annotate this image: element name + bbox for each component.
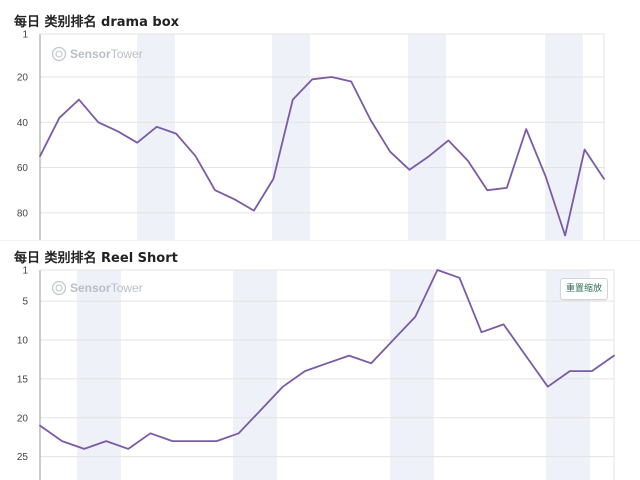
watermark-brand-b: Tower <box>111 281 143 295</box>
y-tick-label: 1 <box>22 266 28 277</box>
watermark-brand-b: Tower <box>111 47 143 61</box>
y-tick-label: 1 <box>22 30 28 41</box>
reset-zoom-button[interactable]: 重置缩放 <box>560 278 608 300</box>
shade-band <box>233 270 277 480</box>
series-line <box>39 269 615 450</box>
chart-title-drama-box: 每日 类别排名 drama box <box>14 15 180 30</box>
y-tick-label: 40 <box>17 118 29 129</box>
sensor-tower-logo-icon <box>51 280 67 296</box>
y-tick-label: 5 <box>22 297 28 308</box>
watermark-text: SensorTower <box>70 281 143 295</box>
y-tick-label: 15 <box>17 374 29 385</box>
series-line <box>39 76 605 237</box>
sensor-tower-logo-icon <box>51 46 67 62</box>
shade-band <box>390 270 434 480</box>
chart-1: 1 20 40 60 80 SensorTower <box>17 30 605 240</box>
shade-band <box>77 270 121 480</box>
sensor-tower-logo-ring <box>55 284 63 292</box>
shade-band <box>272 34 310 240</box>
shade-band <box>545 34 583 240</box>
sensor-tower-logo-ring <box>55 50 63 58</box>
watermark-text: SensorTower <box>70 47 143 61</box>
shade-band <box>546 270 590 480</box>
sensor-tower-watermark: SensorTower <box>51 280 143 296</box>
y-tick-label: 60 <box>17 163 29 174</box>
sensor-tower-watermark: SensorTower <box>51 46 143 62</box>
shade-band <box>137 34 175 240</box>
watermark-brand-a: Sensor <box>70 47 111 61</box>
shade-band <box>408 34 446 240</box>
watermark-brand-a: Sensor <box>70 281 111 295</box>
y-tick-label: 20 <box>17 73 29 84</box>
y-tick-label: 80 <box>17 208 29 219</box>
panel-divider <box>0 240 640 241</box>
y-tick-label: 10 <box>17 336 29 347</box>
y-tick-label: 20 <box>17 413 29 424</box>
chart-title-reel-short: 每日 类别排名 Reel Short <box>14 251 178 266</box>
y-tick-label: 25 <box>17 452 29 463</box>
